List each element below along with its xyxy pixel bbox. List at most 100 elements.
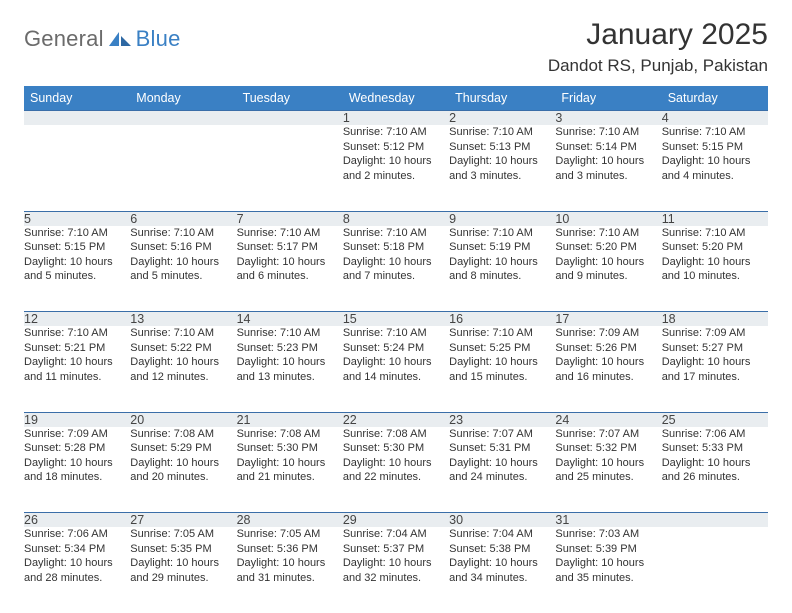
sunrise-text: Sunrise: 7:09 AM	[24, 427, 130, 442]
daylight-text: Daylight: 10 hours and 34 minutes.	[449, 556, 555, 585]
sunrise-text: Sunrise: 7:05 AM	[130, 527, 236, 542]
sunrise-text: Sunrise: 7:06 AM	[662, 427, 768, 442]
daylight-text: Daylight: 10 hours and 5 minutes.	[130, 255, 236, 284]
day-detail-cell: Sunrise: 7:10 AMSunset: 5:25 PMDaylight:…	[449, 326, 555, 412]
location: Dandot RS, Punjab, Pakistan	[548, 56, 768, 76]
day-detail-cell: Sunrise: 7:07 AMSunset: 5:31 PMDaylight:…	[449, 427, 555, 513]
day-number-cell: 13	[130, 312, 236, 327]
sunrise-text: Sunrise: 7:03 AM	[555, 527, 661, 542]
details-row: Sunrise: 7:10 AMSunset: 5:12 PMDaylight:…	[24, 125, 768, 211]
day-detail-cell	[130, 125, 236, 211]
day-number-cell	[662, 513, 768, 528]
day-number-cell: 15	[343, 312, 449, 327]
day-detail-cell: Sunrise: 7:03 AMSunset: 5:39 PMDaylight:…	[555, 527, 661, 613]
sunrise-text: Sunrise: 7:10 AM	[343, 226, 449, 241]
daylight-text: Daylight: 10 hours and 11 minutes.	[24, 355, 130, 384]
sunrise-text: Sunrise: 7:07 AM	[555, 427, 661, 442]
day-detail-cell: Sunrise: 7:10 AMSunset: 5:22 PMDaylight:…	[130, 326, 236, 412]
daynum-row: 567891011	[24, 211, 768, 226]
sunset-text: Sunset: 5:20 PM	[662, 240, 768, 255]
sunset-text: Sunset: 5:19 PM	[449, 240, 555, 255]
sunrise-text: Sunrise: 7:10 AM	[662, 226, 768, 241]
daylight-text: Daylight: 10 hours and 28 minutes.	[24, 556, 130, 585]
sunset-text: Sunset: 5:25 PM	[449, 341, 555, 356]
day-detail-cell: Sunrise: 7:04 AMSunset: 5:38 PMDaylight:…	[449, 527, 555, 613]
day-number-cell	[237, 111, 343, 126]
day-detail-cell: Sunrise: 7:08 AMSunset: 5:30 PMDaylight:…	[237, 427, 343, 513]
sunset-text: Sunset: 5:32 PM	[555, 441, 661, 456]
day-header: Saturday	[662, 86, 768, 111]
day-number-cell: 18	[662, 312, 768, 327]
sunrise-text: Sunrise: 7:08 AM	[343, 427, 449, 442]
day-detail-cell	[24, 125, 130, 211]
day-number-cell: 3	[555, 111, 661, 126]
daynum-row: 262728293031	[24, 513, 768, 528]
day-number-cell: 8	[343, 211, 449, 226]
logo-word1: General	[24, 26, 104, 52]
sunset-text: Sunset: 5:34 PM	[24, 542, 130, 557]
sunset-text: Sunset: 5:16 PM	[130, 240, 236, 255]
day-number-cell: 19	[24, 412, 130, 427]
daylight-text: Daylight: 10 hours and 31 minutes.	[237, 556, 343, 585]
day-detail-cell: Sunrise: 7:09 AMSunset: 5:26 PMDaylight:…	[555, 326, 661, 412]
sunrise-text: Sunrise: 7:04 AM	[343, 527, 449, 542]
topbar: General Blue January 2025 Dandot RS, Pun…	[24, 18, 768, 76]
sunrise-text: Sunrise: 7:10 AM	[24, 326, 130, 341]
day-number-cell: 28	[237, 513, 343, 528]
day-detail-cell: Sunrise: 7:06 AMSunset: 5:33 PMDaylight:…	[662, 427, 768, 513]
day-detail-cell: Sunrise: 7:10 AMSunset: 5:23 PMDaylight:…	[237, 326, 343, 412]
sunset-text: Sunset: 5:39 PM	[555, 542, 661, 557]
daylight-text: Daylight: 10 hours and 25 minutes.	[555, 456, 661, 485]
daylight-text: Daylight: 10 hours and 13 minutes.	[237, 355, 343, 384]
day-header: Sunday	[24, 86, 130, 111]
day-detail-cell: Sunrise: 7:10 AMSunset: 5:19 PMDaylight:…	[449, 226, 555, 312]
day-detail-cell: Sunrise: 7:10 AMSunset: 5:13 PMDaylight:…	[449, 125, 555, 211]
daylight-text: Daylight: 10 hours and 22 minutes.	[343, 456, 449, 485]
daylight-text: Daylight: 10 hours and 10 minutes.	[662, 255, 768, 284]
sunset-text: Sunset: 5:20 PM	[555, 240, 661, 255]
day-detail-cell: Sunrise: 7:05 AMSunset: 5:35 PMDaylight:…	[130, 527, 236, 613]
day-detail-cell: Sunrise: 7:10 AMSunset: 5:15 PMDaylight:…	[24, 226, 130, 312]
sunrise-text: Sunrise: 7:10 AM	[237, 226, 343, 241]
day-number-cell: 12	[24, 312, 130, 327]
sunrise-text: Sunrise: 7:08 AM	[237, 427, 343, 442]
day-number-cell: 21	[237, 412, 343, 427]
page-title: January 2025	[548, 18, 768, 52]
details-row: Sunrise: 7:09 AMSunset: 5:28 PMDaylight:…	[24, 427, 768, 513]
sunset-text: Sunset: 5:29 PM	[130, 441, 236, 456]
sunrise-text: Sunrise: 7:09 AM	[555, 326, 661, 341]
day-number-cell: 25	[662, 412, 768, 427]
day-number-cell: 2	[449, 111, 555, 126]
day-detail-cell: Sunrise: 7:10 AMSunset: 5:12 PMDaylight:…	[343, 125, 449, 211]
daylight-text: Daylight: 10 hours and 35 minutes.	[555, 556, 661, 585]
day-detail-cell: Sunrise: 7:10 AMSunset: 5:14 PMDaylight:…	[555, 125, 661, 211]
day-number-cell: 30	[449, 513, 555, 528]
daylight-text: Daylight: 10 hours and 5 minutes.	[24, 255, 130, 284]
sunset-text: Sunset: 5:30 PM	[343, 441, 449, 456]
day-number-cell	[130, 111, 236, 126]
sunrise-text: Sunrise: 7:07 AM	[449, 427, 555, 442]
daylight-text: Daylight: 10 hours and 21 minutes.	[237, 456, 343, 485]
sunset-text: Sunset: 5:26 PM	[555, 341, 661, 356]
day-detail-cell: Sunrise: 7:05 AMSunset: 5:36 PMDaylight:…	[237, 527, 343, 613]
sunset-text: Sunset: 5:28 PM	[24, 441, 130, 456]
day-number-cell: 27	[130, 513, 236, 528]
sunrise-text: Sunrise: 7:10 AM	[130, 326, 236, 341]
day-number-cell: 20	[130, 412, 236, 427]
sunset-text: Sunset: 5:30 PM	[237, 441, 343, 456]
day-number-cell: 5	[24, 211, 130, 226]
day-detail-cell: Sunrise: 7:10 AMSunset: 5:17 PMDaylight:…	[237, 226, 343, 312]
daylight-text: Daylight: 10 hours and 26 minutes.	[662, 456, 768, 485]
daylight-text: Daylight: 10 hours and 7 minutes.	[343, 255, 449, 284]
sunrise-text: Sunrise: 7:10 AM	[449, 125, 555, 140]
day-number-cell: 14	[237, 312, 343, 327]
sunset-text: Sunset: 5:21 PM	[24, 341, 130, 356]
logo-sail-icon	[108, 30, 132, 48]
daylight-text: Daylight: 10 hours and 14 minutes.	[343, 355, 449, 384]
calendar-page: General Blue January 2025 Dandot RS, Pun…	[0, 0, 792, 613]
daylight-text: Daylight: 10 hours and 20 minutes.	[130, 456, 236, 485]
daylight-text: Daylight: 10 hours and 16 minutes.	[555, 355, 661, 384]
sunrise-text: Sunrise: 7:04 AM	[449, 527, 555, 542]
day-number-cell: 31	[555, 513, 661, 528]
sunrise-text: Sunrise: 7:10 AM	[449, 226, 555, 241]
